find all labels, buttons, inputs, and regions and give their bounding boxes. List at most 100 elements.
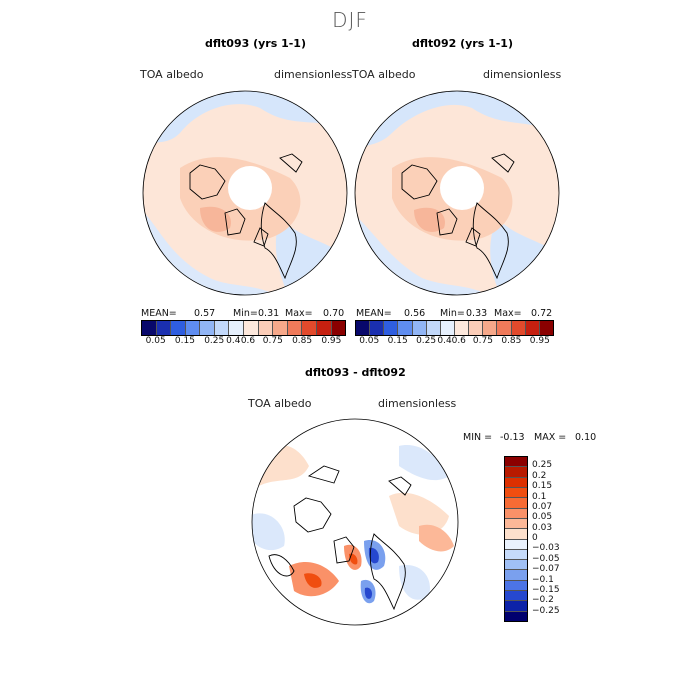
panel-2-colorbar-swatch — [384, 321, 399, 335]
panel-1-colorbar-ticks: 0.05 0.15 0.25 0.4 0.6 0.75 0.85 0.95 — [141, 336, 351, 348]
panel-1-min-label: Min= — [233, 308, 258, 319]
diff-colorbar-swatch — [505, 518, 527, 530]
panel-2-colorbar-tick-label: 0.25 — [416, 336, 437, 346]
panel-1-colorbar-swatch — [331, 321, 346, 335]
panel-1-colorbar-tick-label: 0.05 — [145, 336, 166, 346]
panel-1-colorbar-swatch — [316, 321, 332, 335]
diff-colorbar-tick-label: 0.15 — [532, 481, 553, 492]
panel-2-colorbar-tick-label: 0.95 — [529, 336, 550, 346]
panel-1-colorbar-tick-label: 0.25 — [204, 336, 225, 346]
panel-1-colorbar-tick-label: 0.95 — [321, 336, 342, 346]
diff-colorbar-swatch — [505, 467, 527, 478]
panel-1-colorbar-tick-label: 0.6 — [240, 336, 256, 346]
panel-2-colorbar-swatch — [525, 321, 540, 335]
panel-2-map — [354, 90, 560, 296]
panel-1-units: dimensionless — [274, 68, 353, 81]
diff-colorbar-tick-label: 0.1 — [532, 491, 547, 502]
diff-colorbar-tick-label: 0.07 — [532, 501, 553, 512]
panel-2-min-value: 0.33 — [466, 308, 488, 319]
diff-min-value: -0.13 — [500, 432, 525, 443]
panel-2-variable: TOA albedo — [352, 68, 416, 81]
panel-1-colorbar-swatch — [287, 321, 303, 335]
panel-2-colorbar-swatch — [539, 321, 553, 335]
panel-1-min-value: 0.31 — [258, 308, 280, 319]
diff-colorbar-tick-label: 0 — [532, 533, 538, 543]
panel-1-max-value: 0.70 — [323, 308, 345, 319]
panel-2-colorbar-swatch — [454, 321, 470, 335]
panel-1-title: dflt093 (yrs 1-1) — [205, 37, 306, 50]
diff-colorbar-ticks: 0.25 0.2 0.15 0.1 0.07 0.05 0.03 0 −0.03 −0.05 −0.… — [532, 456, 592, 626]
panel-2-colorbar-swatch — [469, 321, 484, 335]
diff-max-label: MAX = — [534, 432, 567, 443]
panel-2-colorbar-tick-label: 0.15 — [387, 336, 408, 346]
panel-2-title: dflt092 (yrs 1-1) — [412, 37, 513, 50]
panel-1-colorbar-tick-label: 0.75 — [262, 336, 283, 346]
panel-1-colorbar-tick-label: 0.15 — [174, 336, 195, 346]
panel-2-colorbar-swatch — [398, 321, 413, 335]
panel-2-colorbar-swatch — [426, 321, 441, 335]
panel-2-colorbar-swatch — [511, 321, 526, 335]
panel-2-units: dimensionless — [483, 68, 562, 81]
panel-1-colorbar-swatch — [142, 321, 157, 335]
panel-2-colorbar-tick-label: 0.4 — [437, 336, 452, 346]
panel-1-mean-label: MEAN= — [141, 308, 177, 319]
panel-1-colorbar-tick-label: 0.85 — [292, 336, 313, 346]
diff-colorbar-swatch — [505, 457, 527, 468]
panel-2-mean-value: 0.56 — [404, 308, 426, 319]
diff-colorbar-swatch — [505, 508, 527, 519]
panel-2-colorbar-ticks: 0.05 0.15 0.25 0.4 0.6 0.75 0.85 0.95 — [355, 336, 565, 348]
diff-colorbar-swatch — [505, 570, 527, 581]
panel-1-colorbar-tick-label: 0.4 — [226, 336, 241, 346]
diff-map — [251, 418, 459, 626]
diff-colorbar-tick-label: 0.05 — [532, 512, 553, 523]
diff-colorbar-swatch — [505, 591, 527, 602]
panel-1-colorbar-swatch — [200, 321, 215, 335]
panel-1-colorbar-swatch — [156, 321, 172, 335]
diff-panel-units: dimensionless — [378, 397, 457, 410]
diff-panel-variable: TOA albedo — [248, 397, 312, 410]
diff-colorbar-swatch — [505, 580, 527, 592]
diff-colorbar-tick-label: −0.1 — [532, 574, 554, 585]
panel-1-colorbar-swatch — [185, 321, 201, 335]
panel-1-colorbar-swatch — [214, 321, 230, 335]
panel-1-colorbar-swatch — [273, 321, 288, 335]
diff-colorbar-tick-label: 0.03 — [532, 522, 553, 533]
panel-1-mean-value: 0.57 — [194, 308, 216, 319]
panel-2-max-value: 0.72 — [531, 308, 553, 319]
panel-2-colorbar-swatch — [497, 321, 512, 335]
diff-colorbar-tick-label: −0.03 — [532, 543, 560, 554]
panel-2-colorbar-swatch — [356, 321, 371, 335]
diff-colorbar-tick-label: 0.25 — [532, 460, 553, 471]
diff-colorbar-tick-label: −0.25 — [532, 605, 560, 616]
panel-1-colorbar-swatch — [171, 321, 186, 335]
diff-colorbar — [504, 456, 528, 622]
panel-1-colorbar-swatch — [302, 321, 317, 335]
panel-2-colorbar-swatch — [483, 321, 498, 335]
panel-2-colorbar — [355, 320, 554, 336]
panel-2-colorbar-tick-label: 0.75 — [472, 336, 493, 346]
panel-1-max-label: Max= — [285, 308, 313, 319]
panel-2-mean-label: MEAN= — [356, 308, 392, 319]
diff-colorbar-tick-label: 0.2 — [532, 470, 547, 481]
diff-colorbar-tick-label: −0.05 — [532, 553, 560, 564]
diff-max-value: 0.10 — [575, 432, 597, 443]
panel-1-colorbar — [141, 320, 346, 336]
diff-colorbar-swatch — [505, 529, 527, 540]
diff-colorbar-swatch — [505, 560, 527, 571]
diff-panel-title: dflt093 - dflt092 — [305, 366, 406, 379]
diff-colorbar-swatch — [505, 539, 527, 550]
panel-2-colorbar-swatch — [370, 321, 385, 335]
diff-colorbar-tick-label: −0.2 — [532, 595, 554, 606]
panel-2-max-label: Max= — [494, 308, 522, 319]
diff-colorbar-tick-label: −0.07 — [532, 564, 560, 575]
diff-colorbar-tick-label: −0.15 — [532, 584, 560, 595]
panel-2-colorbar-tick-label: 0.6 — [451, 336, 466, 346]
panel-1-colorbar-swatch — [244, 321, 259, 335]
panel-1-variable: TOA albedo — [140, 68, 204, 81]
panel-1-colorbar-swatch — [258, 321, 274, 335]
panel-2-colorbar-tick-label: 0.85 — [501, 336, 522, 346]
panel-2-min-label: Min= — [440, 308, 465, 319]
panel-1-colorbar-swatch — [229, 321, 245, 335]
panel-2-colorbar-tick-label: 0.05 — [359, 336, 380, 346]
panel-2-colorbar-swatch — [440, 321, 455, 335]
